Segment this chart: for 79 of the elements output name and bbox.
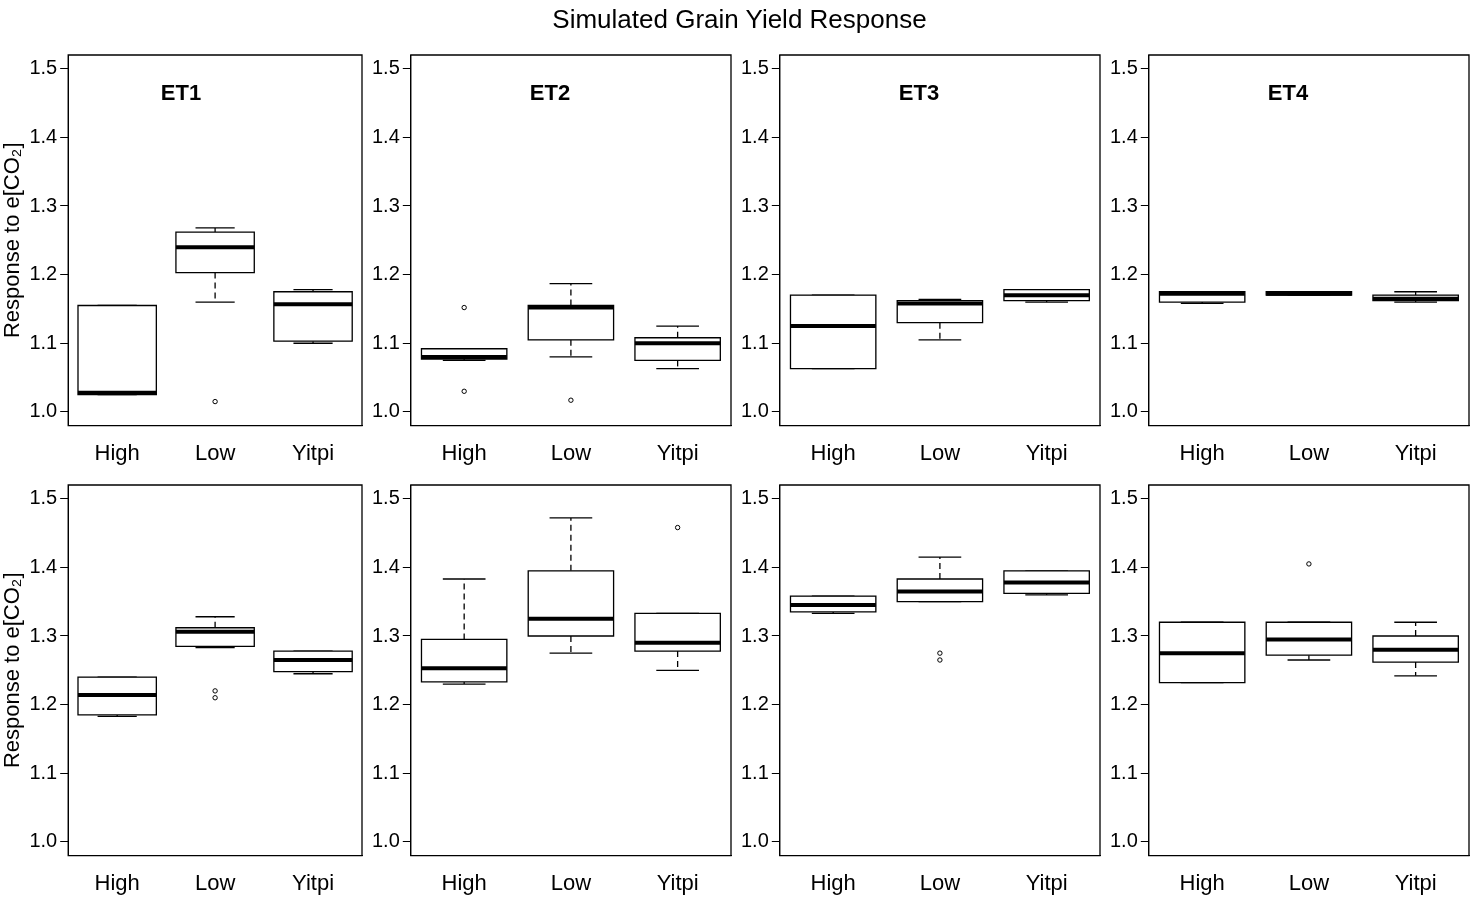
x-tick-label: Low	[550, 869, 592, 895]
x-tick-label: Yitpi	[292, 869, 335, 895]
y-tick-label: 1.4	[371, 554, 400, 577]
y-tick-label: 1.2	[1109, 262, 1138, 285]
x-tick-label: High	[94, 439, 140, 465]
x-tick-label: Yitpi	[656, 869, 699, 895]
x-tick-label: Low	[1288, 439, 1330, 465]
y-tick-label: 1.4	[1109, 124, 1138, 147]
x-tick-label: High	[1179, 869, 1225, 895]
y-tick-label: 1.4	[29, 124, 58, 147]
y-tick-label: 1.5	[1109, 56, 1138, 79]
y-tick-label: 1.2	[1109, 692, 1138, 715]
y-tick-label: 1.0	[371, 399, 400, 422]
y-tick-label: 1.0	[1109, 399, 1138, 422]
y-tick-label: 1.0	[740, 829, 769, 852]
y-tick-label: 1.4	[740, 554, 769, 577]
y-tick-label: 1.5	[740, 486, 769, 509]
y-tick-label: 1.1	[1109, 330, 1138, 353]
y-tick-label: 1.4	[371, 124, 400, 147]
x-tick-label: Low	[919, 439, 961, 465]
y-tick-label: 1.3	[1109, 193, 1138, 216]
y-tick-label: 1.1	[740, 760, 769, 783]
x-tick-label: Low	[194, 869, 236, 895]
y-tick-label: 1.2	[371, 262, 400, 285]
y-tick-label: 1.1	[29, 760, 58, 783]
x-tick-label: High	[1179, 439, 1225, 465]
y-tick-label: 1.5	[371, 486, 400, 509]
y-axis-title: Response to e[CO₂]	[0, 572, 25, 769]
text: ET1	[160, 79, 202, 105]
y-tick-label: 1.1	[740, 330, 769, 353]
x-tick-label: High	[810, 869, 856, 895]
y-tick-label: 1.0	[29, 399, 58, 422]
y-tick-label: 1.3	[740, 623, 769, 646]
x-tick-label: High	[810, 439, 856, 465]
y-tick-label: 1.1	[371, 330, 400, 353]
y-tick-label: 1.4	[29, 554, 58, 577]
y-tick-label: 1.2	[740, 262, 769, 285]
y-tick-label: 1.4	[1109, 554, 1138, 577]
y-tick-label: 1.3	[29, 193, 58, 216]
text: ET3	[898, 79, 940, 105]
y-tick-label: 1.4	[740, 124, 769, 147]
x-tick-label: Low	[194, 439, 236, 465]
x-tick-label: Low	[1288, 869, 1330, 895]
y-tick-label: 1.3	[371, 193, 400, 216]
y-tick-label: 1.3	[29, 623, 58, 646]
y-tick-label: 1.1	[29, 330, 58, 353]
y-tick-label: 1.0	[371, 829, 400, 852]
x-tick-label: Yitpi	[1025, 439, 1068, 465]
y-tick-label: 1.5	[29, 56, 58, 79]
y-tick-label: 1.2	[29, 262, 58, 285]
x-tick-label: Yitpi	[1025, 869, 1068, 895]
y-tick-label: 1.3	[740, 193, 769, 216]
x-tick-label: Yitpi	[656, 439, 699, 465]
x-tick-label: High	[94, 869, 140, 895]
x-tick-label: High	[441, 869, 487, 895]
x-tick-label: High	[441, 439, 487, 465]
x-tick-label: Low	[550, 439, 592, 465]
y-tick-label: 1.1	[371, 760, 400, 783]
x-tick-label: Yitpi	[1394, 439, 1437, 465]
x-tick-label: Yitpi	[292, 439, 335, 465]
y-tick-label: 1.2	[740, 692, 769, 715]
y-tick-label: 1.3	[1109, 623, 1138, 646]
text: ET2	[529, 79, 571, 105]
y-tick-label: 1.3	[371, 623, 400, 646]
y-tick-label: 1.5	[371, 56, 400, 79]
y-tick-label: 1.2	[29, 692, 58, 715]
text: ET4	[1267, 79, 1309, 105]
y-tick-label: 1.5	[29, 486, 58, 509]
y-tick-label: 1.0	[740, 399, 769, 422]
x-tick-label: Yitpi	[1394, 869, 1437, 895]
y-tick-label: 1.0	[1109, 829, 1138, 852]
y-tick-label: 1.2	[371, 692, 400, 715]
y-tick-label: 1.0	[29, 829, 58, 852]
y-axis-title: Response to e[CO₂]	[0, 142, 25, 339]
y-tick-label: 1.5	[1109, 486, 1138, 509]
y-tick-label: 1.1	[1109, 760, 1138, 783]
x-tick-label: Low	[919, 869, 961, 895]
text: Simulated Grain Yield Response	[551, 4, 928, 35]
y-tick-label: 1.5	[740, 56, 769, 79]
